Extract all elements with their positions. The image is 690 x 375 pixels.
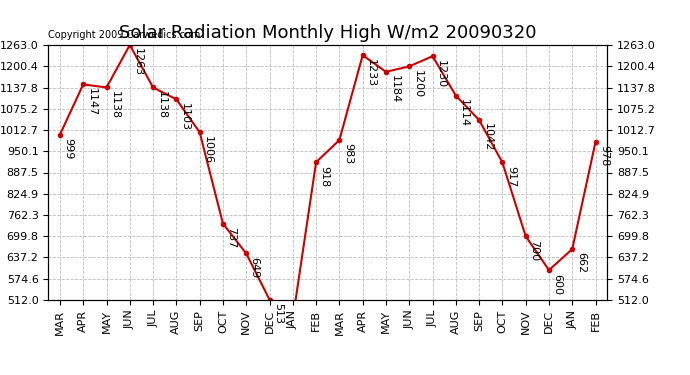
Text: 978: 978 xyxy=(599,145,609,166)
Text: 983: 983 xyxy=(343,144,353,165)
Text: 513: 513 xyxy=(273,303,283,324)
Text: 1138: 1138 xyxy=(110,91,120,119)
Text: 1006: 1006 xyxy=(203,136,213,164)
Text: 1233: 1233 xyxy=(366,58,376,87)
Text: 737: 737 xyxy=(226,227,237,248)
Text: Copyright 2009 Carwedics.com: Copyright 2009 Carwedics.com xyxy=(48,30,201,40)
Text: 600: 600 xyxy=(553,273,562,294)
Text: 700: 700 xyxy=(529,240,539,261)
Title: Solar Radiation Monthly High W/m2 20090320: Solar Radiation Monthly High W/m2 200903… xyxy=(119,24,537,42)
Text: 918: 918 xyxy=(319,165,330,187)
Text: 1114: 1114 xyxy=(460,99,469,127)
Text: 457: 457 xyxy=(0,374,1,375)
Text: 1138: 1138 xyxy=(157,91,166,119)
Text: 917: 917 xyxy=(506,166,516,187)
Text: 999: 999 xyxy=(63,138,73,159)
Text: 1147: 1147 xyxy=(87,88,97,116)
Text: 662: 662 xyxy=(575,252,586,274)
Text: 1184: 1184 xyxy=(389,75,400,104)
Text: 649: 649 xyxy=(250,257,259,278)
Text: 1230: 1230 xyxy=(436,60,446,88)
Text: 1200: 1200 xyxy=(413,70,423,98)
Text: 1103: 1103 xyxy=(180,103,190,131)
Text: 1263: 1263 xyxy=(133,48,144,76)
Text: 1042: 1042 xyxy=(482,123,493,152)
